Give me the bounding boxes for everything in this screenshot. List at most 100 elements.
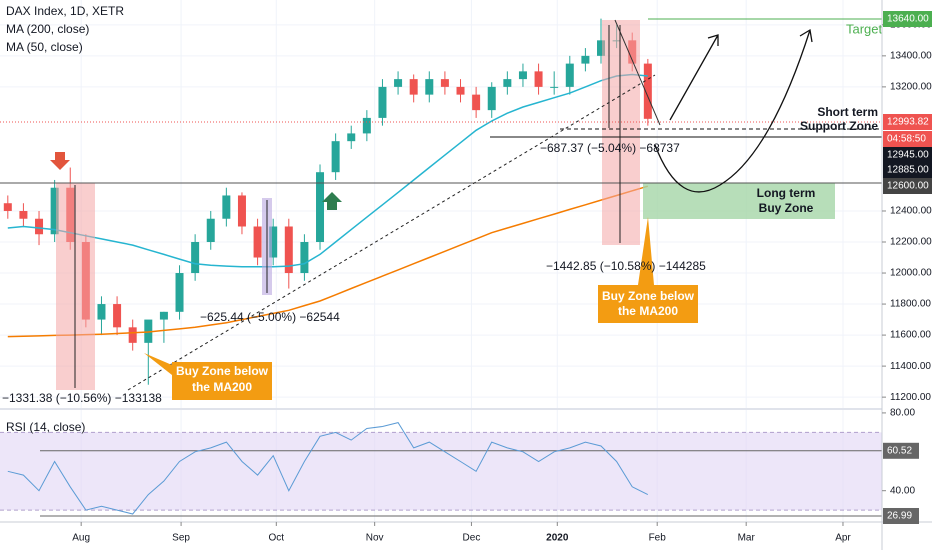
- candle-body: [425, 79, 434, 95]
- candle-body: [144, 319, 153, 343]
- title: DAX Index, 1D, XETR: [6, 4, 124, 18]
- indicator-label: MA (200, close): [6, 22, 89, 36]
- buy-zone: [643, 183, 835, 219]
- y-tick-label: 13200.00: [890, 82, 932, 93]
- candle-body: [347, 133, 356, 142]
- candle-body: [534, 71, 543, 87]
- countdown: 04:58:50: [887, 134, 926, 145]
- candle-body: [472, 94, 481, 111]
- price-badge-label: 12600.00: [887, 181, 929, 192]
- candle-body: [409, 79, 418, 95]
- y-tick-label: 11800.00: [890, 299, 931, 310]
- annotation: Short term: [817, 105, 878, 119]
- candle-body: [3, 203, 12, 211]
- annotation: Target: [846, 21, 883, 36]
- candle-body: [159, 311, 168, 320]
- candle-body: [597, 40, 606, 56]
- x-tick-label: Nov: [366, 533, 384, 544]
- price-badge-label: 12945.00: [887, 150, 929, 161]
- annotation: −625.44 (−5.00%) −62544: [200, 310, 340, 324]
- x-tick-label: Oct: [269, 533, 285, 544]
- rsi-band: [0, 432, 882, 511]
- down-icon: [50, 152, 70, 170]
- indicator-label: MA (50, close): [6, 40, 83, 54]
- annotation: the MA200: [192, 380, 252, 394]
- drop-box: [602, 20, 640, 245]
- rsi-tick-label: 40.00: [890, 485, 915, 496]
- price-badge: [883, 11, 932, 27]
- trend-line: [614, 19, 661, 126]
- y-tick-label: 12400.00: [890, 206, 932, 217]
- candle-body: [128, 327, 137, 343]
- candle-body: [97, 304, 106, 320]
- rsi-line: [7, 422, 649, 515]
- y-tick-label: 11600.00: [890, 330, 931, 341]
- candle-body: [565, 63, 574, 87]
- rsi-badge: [883, 442, 919, 459]
- up-icon: [322, 192, 342, 210]
- rsi-badge-label: 60.52: [887, 445, 912, 456]
- price-badge-label: 12885.00: [887, 165, 929, 176]
- annotation: Buy Zone below: [176, 364, 269, 378]
- price-badge-label: 12993.82: [887, 117, 929, 128]
- annotation: the MA200: [618, 304, 678, 318]
- annotation: −1442.85 (−10.58%) −144285: [546, 259, 706, 273]
- candle-body: [643, 63, 652, 119]
- callout: [144, 353, 272, 400]
- x-tick-label: Sep: [172, 533, 190, 544]
- y-tick-label: 11400.00: [890, 361, 931, 372]
- x-tick-label: Mar: [738, 533, 756, 544]
- rsi-badge: [883, 507, 919, 524]
- x-tick-label: 2020: [546, 533, 569, 544]
- y-tick-label: 11200.00: [890, 392, 931, 403]
- annotation: Buy Zone: [759, 201, 814, 215]
- price-badge-label: 13640.00: [887, 14, 929, 25]
- candle-body: [518, 71, 527, 80]
- annotation: −687.37 (−5.04%) −68737: [540, 141, 680, 155]
- x-tick-label: Aug: [72, 533, 90, 544]
- rsi-title: RSI (14, close): [6, 420, 85, 434]
- candle-body: [487, 86, 496, 111]
- candle-body: [19, 210, 28, 219]
- axis-labels: 11200.00 11400.00 11600.00 11800.00 12000.00…: [72, 11, 932, 544]
- candle-body: [175, 273, 184, 312]
- candle-body: [206, 218, 215, 243]
- candle-body: [284, 226, 293, 274]
- annotation: Buy Zone below: [602, 289, 695, 303]
- trend-line: [127, 74, 656, 391]
- candle-body: [113, 304, 122, 328]
- y-tick-label: 12000.00: [890, 268, 932, 279]
- ma-line: [7, 73, 648, 268]
- rsi-badge-label: 26.99: [887, 511, 912, 522]
- countdown-badge: [883, 131, 932, 147]
- annotation: Support Zone: [800, 119, 878, 133]
- candle-body: [394, 79, 403, 87]
- candle-body: [222, 195, 231, 219]
- x-tick-label: Dec: [463, 533, 481, 544]
- price-badge: [883, 114, 932, 130]
- x-tick-label: Apr: [835, 533, 851, 544]
- annotation: Long term: [757, 186, 816, 200]
- price-badge: [883, 178, 932, 194]
- candle-body: [362, 117, 371, 134]
- candle-body: [50, 187, 59, 235]
- candle-body: [269, 226, 278, 258]
- pane-separator: [0, 408, 882, 410]
- rsi-tick-label: 80.00: [890, 408, 915, 419]
- candle-body: [581, 55, 590, 64]
- candle-body: [456, 86, 465, 95]
- candle-body: [35, 218, 44, 235]
- candle-body: [503, 79, 512, 87]
- candle-body: [316, 172, 325, 243]
- arrow: [669, 34, 719, 121]
- annotation: −1331.38 (−10.56%) −133138: [2, 391, 162, 405]
- candle-body: [440, 79, 449, 87]
- candle-body: [378, 86, 387, 118]
- arrow: [654, 28, 813, 193]
- x-tick-label: Feb: [649, 533, 667, 544]
- drawings: [0, 18, 882, 410]
- candle-body: [253, 226, 262, 258]
- y-tick-label: 13400.00: [890, 50, 932, 61]
- candle-body: [550, 86, 559, 88]
